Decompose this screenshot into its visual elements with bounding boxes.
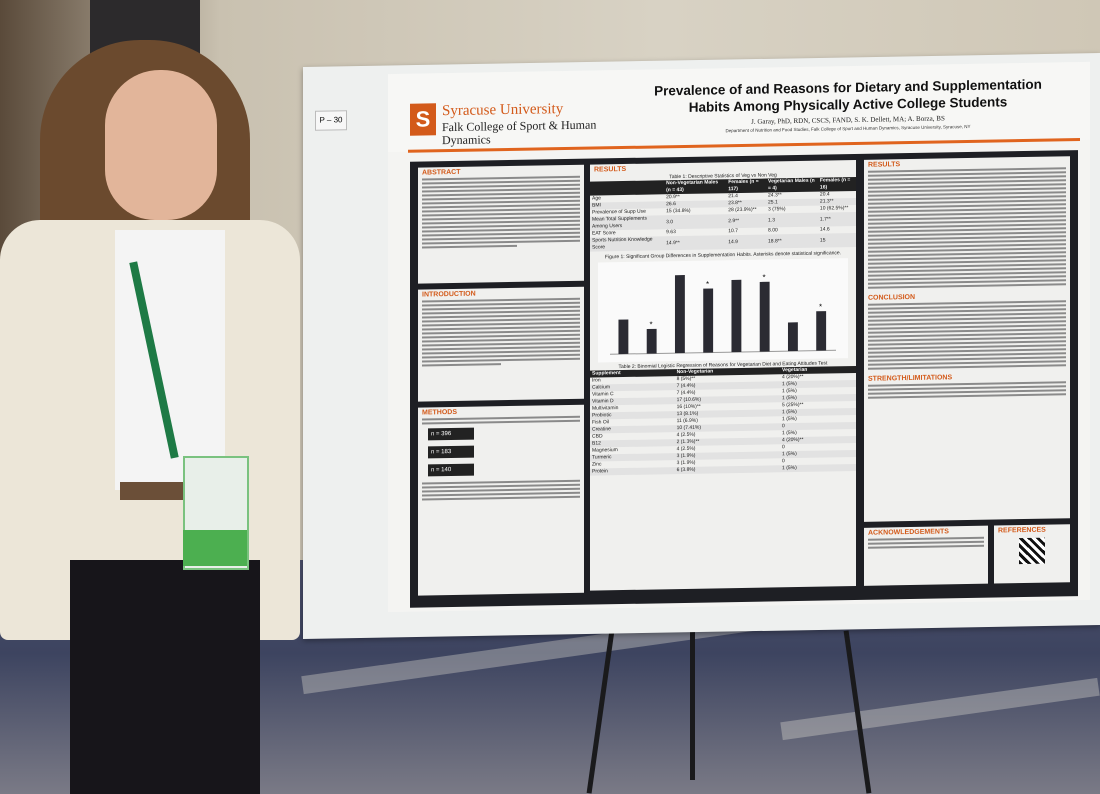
chart-bar: [703, 288, 714, 353]
chart-bar: [646, 328, 657, 354]
badge-ribbon: [183, 530, 247, 566]
figure1-bar-chart: * * * *: [598, 258, 848, 363]
poster-body: ABSTRACT INTRODUCTION METHODS n = 396 n …: [410, 150, 1078, 608]
person-face: [105, 70, 217, 220]
table1-cell: Sports Nutrition Knowledge Score: [592, 236, 653, 251]
chart-significance-star: *: [819, 302, 822, 311]
introduction-heading: INTRODUCTION: [422, 290, 476, 299]
table1-header-cell: [590, 180, 664, 195]
table1-cell: 18.8**: [768, 237, 782, 244]
methods-panel: METHODS n = 396 n = 183 n = 140: [418, 404, 584, 596]
chart-bar: [674, 275, 685, 354]
person-pants: [70, 560, 260, 794]
table1-cell: 2.9**: [728, 217, 740, 224]
table2: Supplement Non-Vegetarian Vegetarian Iron 8…: [590, 365, 856, 476]
abstract-heading: ABSTRACT: [422, 168, 461, 177]
board-number-label: P – 30: [315, 110, 347, 131]
chart-significance-star: *: [650, 320, 653, 329]
references-panel: REFERENCES: [994, 524, 1070, 584]
table1-header-cell: Vegetarian Males (n = 4): [768, 177, 815, 192]
introduction-text: [422, 297, 580, 367]
table1-header-cell: Females (n = 117): [728, 178, 759, 193]
methods-heading: METHODS: [422, 408, 457, 417]
research-poster: S Syracuse University Falk College of Sp…: [388, 61, 1090, 613]
table2-cell: 1 (5%): [782, 464, 797, 472]
abstract-text: [422, 175, 580, 249]
university-logo-icon: S: [410, 103, 436, 136]
table1-cell: 14.9: [728, 238, 738, 245]
table2-cell: Protein: [592, 468, 608, 475]
chart-bar: [759, 281, 770, 352]
chart-x-axis: [610, 349, 836, 355]
table1-cell: 14.9**: [666, 239, 680, 246]
methods-flow-step: n = 183: [428, 445, 474, 459]
table1: Non-Vegetarian Males (n = 43) Females (n …: [590, 176, 856, 252]
table1-cell: 1.3: [768, 216, 775, 223]
table1-header-cell: Non-Vegetarian Males (n = 43): [666, 179, 719, 194]
chart-bar: [787, 322, 798, 352]
references-heading: REFERENCES: [998, 526, 1046, 535]
chart-bar: [618, 319, 629, 355]
table2-cell: 6 (3.8%): [676, 466, 696, 474]
abstract-panel: ABSTRACT: [418, 164, 584, 284]
table1-header-cell: Females (n = 16): [819, 177, 851, 191]
table1-cell: 3.0: [666, 218, 674, 225]
chart-significance-star: *: [763, 273, 766, 282]
poster-header: S Syracuse University Falk College of Sp…: [388, 61, 1090, 153]
acknowledgements-heading: ACKNOWLEDGEMENTS: [868, 528, 949, 537]
acknowledgements-panel: ACKNOWLEDGEMENTS: [864, 525, 988, 586]
table1-cell: Mean Total Supplements Among Users: [592, 215, 647, 230]
methods-flow-step: n = 140: [428, 463, 474, 477]
chart-bar: [731, 279, 742, 353]
chart-significance-star: *: [706, 280, 709, 289]
chart-bar: [816, 311, 827, 351]
results-panel: RESULTS Table 1: Descriptive Statistics …: [590, 159, 856, 591]
easel-leg: [690, 630, 695, 780]
table1-cell: 15: [819, 236, 826, 244]
introduction-panel: INTRODUCTION: [418, 286, 584, 402]
methods-flow-step: n = 396: [428, 427, 474, 441]
results-text-panel: RESULTS CONCLUSION STRENGTH/LIMITATIONS: [864, 156, 1070, 522]
table1-cell: 1.7**: [819, 215, 831, 223]
qr-code-icon: [1019, 537, 1045, 565]
school-name: Falk College of Sport & Human Dynamics: [442, 117, 597, 148]
